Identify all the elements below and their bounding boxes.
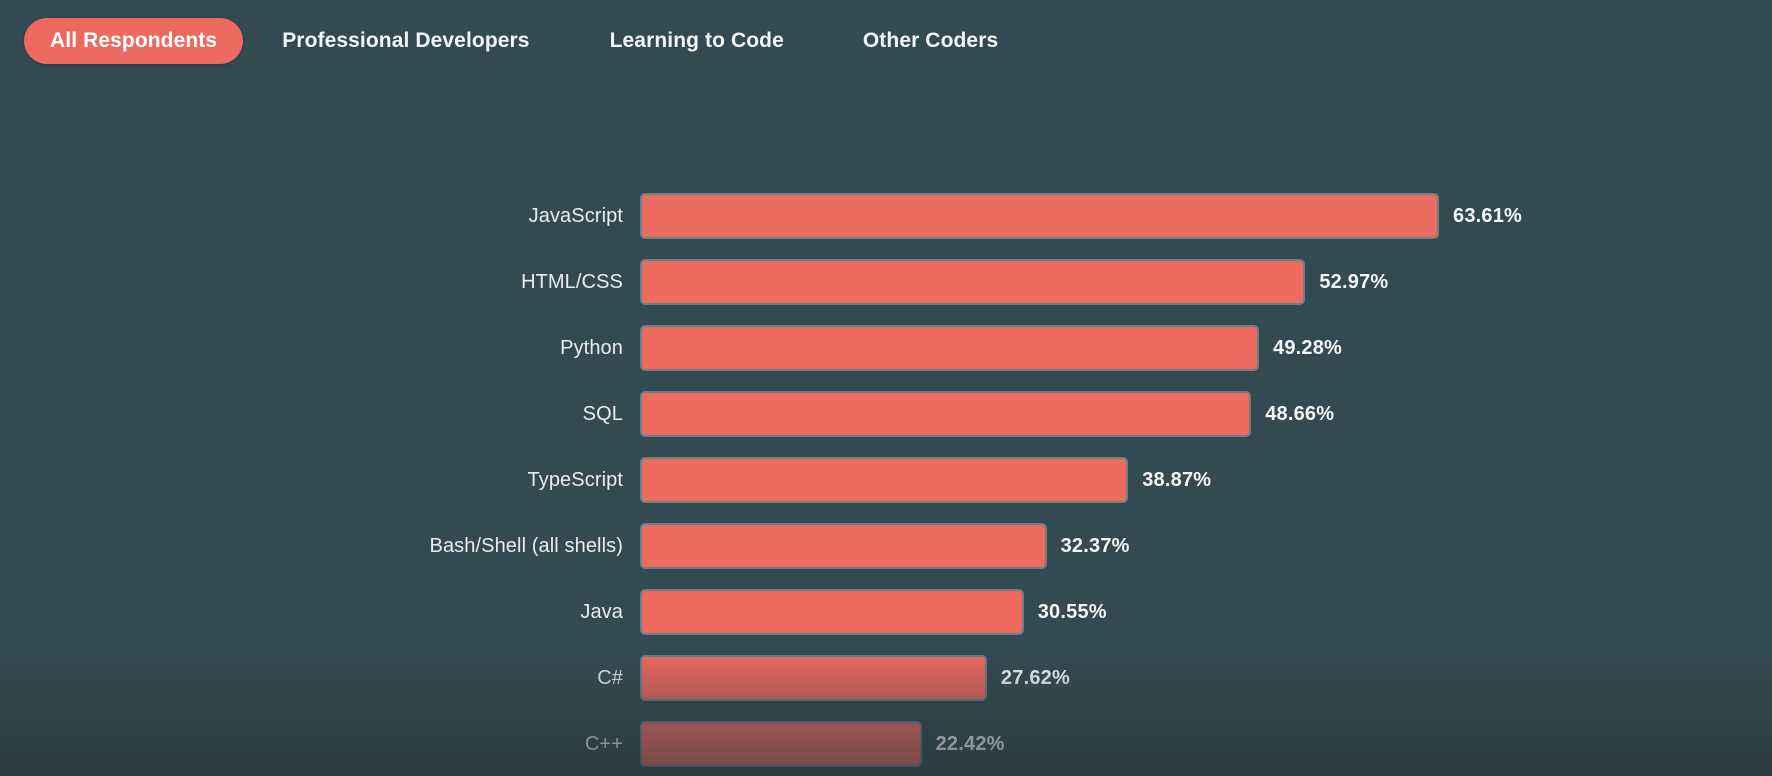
bar-value-label: 30.55%	[1037, 600, 1107, 623]
bar-value-label: 38.87%	[1142, 468, 1212, 491]
bar-row[interactable]: Bash/Shell (all shells) 32.37%	[0, 513, 1772, 579]
bar-row[interactable]: C# 27.62%	[0, 645, 1772, 711]
bar-row[interactable]: SQL 48.66%	[0, 381, 1772, 447]
tab-learning-to-code[interactable]: Learning to Code	[610, 18, 784, 64]
bar-track: 22.42%	[640, 721, 1772, 767]
bar[interactable]	[640, 193, 1439, 239]
bar-track: 49.28%	[640, 325, 1772, 371]
bar-value-label: 22.42%	[935, 732, 1005, 755]
bar[interactable]	[640, 655, 987, 701]
bar[interactable]	[640, 589, 1024, 635]
bar-category-label: C#	[597, 666, 623, 689]
bar[interactable]	[640, 391, 1252, 437]
bar[interactable]	[640, 721, 922, 767]
horizontal-bar-chart: JavaScript 63.61% HTML/CSS 52.97% Python 49.2…	[0, 82, 1772, 776]
bar-category-label: SQL	[582, 402, 623, 425]
bar-value-label: 27.62%	[1000, 666, 1070, 689]
bar-category-label: Java	[580, 600, 623, 623]
tab-bar: All Respondents Professional Developers …	[0, 0, 1772, 82]
bar-category-label: Python	[560, 336, 623, 359]
bar-value-label: 49.28%	[1273, 336, 1343, 359]
tab-all-respondents[interactable]: All Respondents	[24, 18, 244, 64]
bar-track: 30.55%	[640, 589, 1772, 635]
bar[interactable]	[640, 325, 1259, 371]
bar-row[interactable]: C++ 22.42%	[0, 711, 1772, 776]
bar-value-label: 52.97%	[1319, 270, 1389, 293]
bar-category-label: JavaScript	[528, 204, 623, 227]
bar-row[interactable]: JavaScript 63.61%	[0, 183, 1772, 249]
bar-track: 63.61%	[640, 193, 1772, 239]
bar-row[interactable]: HTML/CSS 52.97%	[0, 249, 1772, 315]
bar-value-label: 32.37%	[1060, 534, 1130, 557]
bar-track: 38.87%	[640, 457, 1772, 503]
bar-category-label: HTML/CSS	[521, 270, 623, 293]
bar-value-label: 63.61%	[1453, 204, 1523, 227]
bar-row[interactable]: Java 30.55%	[0, 579, 1772, 645]
tab-professional-developers[interactable]: Professional Developers	[282, 18, 529, 64]
bar[interactable]	[640, 259, 1306, 305]
bar-track: 48.66%	[640, 391, 1772, 437]
bar[interactable]	[640, 523, 1047, 569]
bar-row[interactable]: TypeScript 38.87%	[0, 447, 1772, 513]
bar-category-label: TypeScript	[527, 468, 623, 491]
bar-row[interactable]: Python 49.28%	[0, 315, 1772, 381]
bar[interactable]	[640, 457, 1129, 503]
bar-category-label: C++	[584, 732, 623, 755]
bar-rows: JavaScript 63.61% HTML/CSS 52.97% Python 49.2…	[0, 183, 1772, 776]
bar-value-label: 48.66%	[1265, 402, 1335, 425]
bar-track: 32.37%	[640, 523, 1772, 569]
bar-category-label: Bash/Shell (all shells)	[429, 534, 623, 557]
bar-track: 52.97%	[640, 259, 1772, 305]
tab-other-coders[interactable]: Other Coders	[863, 18, 998, 64]
bar-track: 27.62%	[640, 655, 1772, 701]
